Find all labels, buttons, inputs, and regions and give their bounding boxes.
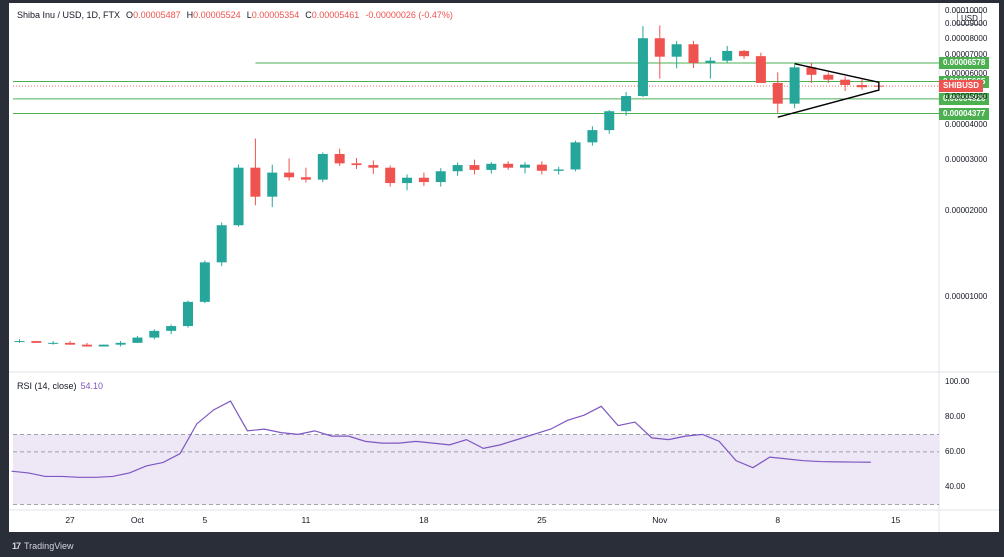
candle-body-49	[840, 79, 851, 85]
candle-body-8	[149, 330, 160, 338]
candle-body-48	[823, 74, 834, 80]
candle-body-50	[857, 84, 867, 88]
price-axis-label: 0.00003000	[945, 155, 988, 165]
candle-body-4	[81, 344, 92, 347]
candle-body-0	[14, 341, 25, 343]
chart-area[interactable]: Shiba Inu / USD, 1D, FTX O0.00005487 H0.…	[9, 3, 999, 532]
candle-body-9	[166, 326, 177, 331]
candle-body-11	[199, 262, 210, 302]
candle-body-30	[520, 164, 530, 168]
candle-body-23	[402, 177, 413, 184]
candle-body-45	[772, 82, 783, 104]
price-chart-svg[interactable]	[9, 3, 999, 532]
rsi-axis-label: 40.00	[945, 481, 966, 491]
candle-body-10	[183, 301, 193, 327]
ohlc-high: H0.00005524	[186, 10, 241, 20]
price-axis-label: 0.00001000	[945, 291, 988, 301]
candle-body-37	[637, 38, 648, 97]
candle-body-35	[604, 111, 615, 131]
candle-body-6	[115, 342, 126, 345]
candle-body-46	[789, 67, 800, 104]
time-axis-label: 27	[65, 515, 75, 525]
candle-body-39	[671, 44, 682, 57]
candle-body-25	[435, 171, 446, 183]
candle-body-36	[621, 96, 632, 112]
candle-body-7	[132, 337, 143, 343]
ohlc-low: L0.00005354	[246, 10, 300, 20]
candle-body-43	[739, 50, 750, 57]
time-axis-label: 25	[537, 515, 547, 525]
currency-badge[interactable]: USD	[957, 12, 982, 25]
time-axis-label: Oct	[130, 515, 145, 525]
time-axis-label: 8	[775, 515, 781, 525]
candle-body-26	[452, 165, 463, 172]
candle-body-20	[351, 163, 362, 166]
candle-body-18	[317, 153, 328, 180]
candle-body-40	[688, 44, 699, 63]
price-axis-label: 0.00008000	[945, 33, 988, 43]
ohlc-close: C0.00005461	[305, 10, 360, 20]
price-axis-label: 0.00007000	[945, 50, 988, 60]
candle-body-16	[284, 172, 295, 178]
candle-body-2	[48, 342, 59, 344]
candle-body-22	[385, 167, 396, 184]
symbol-price-tag[interactable]: SHIBUSD	[939, 80, 984, 93]
candle-body-3	[65, 342, 76, 345]
rsi-axis-label: 60.00	[945, 446, 966, 456]
candle-body-12	[216, 225, 227, 263]
symbol-name: Shiba Inu / USD, 1D, FTX	[17, 10, 121, 20]
rsi-legend-label: RSI (14, close)	[17, 381, 77, 391]
candle-body-41	[705, 60, 716, 63]
price-axis-label: 0.00009000	[945, 19, 988, 29]
time-axis-label: Nov	[652, 515, 668, 525]
candle-body-33	[570, 142, 581, 170]
candle-body-19	[334, 153, 345, 164]
candle-body-1	[31, 341, 42, 343]
candle-body-38	[654, 38, 665, 57]
price-axis-label: 0.00010000	[945, 6, 988, 15]
candle-body-32	[553, 169, 564, 171]
candle-body-31	[536, 164, 547, 171]
level-price-tag[interactable]: 0.00004926	[939, 92, 990, 105]
rsi-line	[11, 400, 871, 478]
price-axis-label: 0.00002000	[945, 205, 988, 215]
footer: 17 TradingView	[12, 538, 74, 554]
time-axis-label: 11	[301, 515, 311, 525]
level-price-tag[interactable]: 0.00006578	[939, 56, 990, 69]
time-axis-label: 5	[202, 515, 208, 525]
candle-body-21	[368, 165, 379, 168]
rsi-axis-label: 100.00	[945, 376, 970, 386]
price-axis-label: 0.00004000	[945, 119, 988, 129]
level-price-tag[interactable]: 0.00004377	[939, 107, 990, 120]
triangle-pattern	[777, 63, 880, 118]
price-axis-label: 0.00006000	[945, 69, 988, 79]
rsi-legend-value: 54.10	[80, 381, 104, 391]
tradingview-logo-icon[interactable]: 17	[12, 541, 21, 551]
candle-body-47	[806, 67, 817, 75]
time-axis-label: 18	[419, 515, 429, 525]
time-axis-label: 15	[890, 515, 901, 525]
rsi-legend: RSI (14, close) 54.10	[17, 381, 103, 391]
candle-body-17	[300, 177, 311, 180]
symbol-legend: Shiba Inu / USD, 1D, FTX O0.00005487 H0.…	[17, 10, 453, 20]
price-axis-label: 0.00005000	[945, 92, 988, 102]
candle-body-14	[250, 167, 261, 197]
candle-body-5	[98, 344, 109, 347]
candle-body-34	[587, 130, 598, 143]
candle-body-13	[233, 167, 244, 226]
candle-body-29	[503, 163, 514, 168]
candle-body-42	[722, 50, 733, 61]
candle-body-24	[418, 177, 429, 183]
candle-body-15	[267, 172, 278, 197]
ohlc-open: O0.00005487	[126, 10, 181, 20]
ohlc-change: -0.00000026 (-0.47%)	[365, 10, 453, 20]
rsi-axis-label: 80.00	[945, 411, 966, 421]
rsi-band-fill	[13, 434, 939, 505]
tradingview-brand[interactable]: TradingView	[24, 541, 74, 551]
candle-body-44	[755, 56, 766, 83]
candle-body-27	[469, 165, 480, 170]
candle-body-28	[486, 163, 497, 170]
